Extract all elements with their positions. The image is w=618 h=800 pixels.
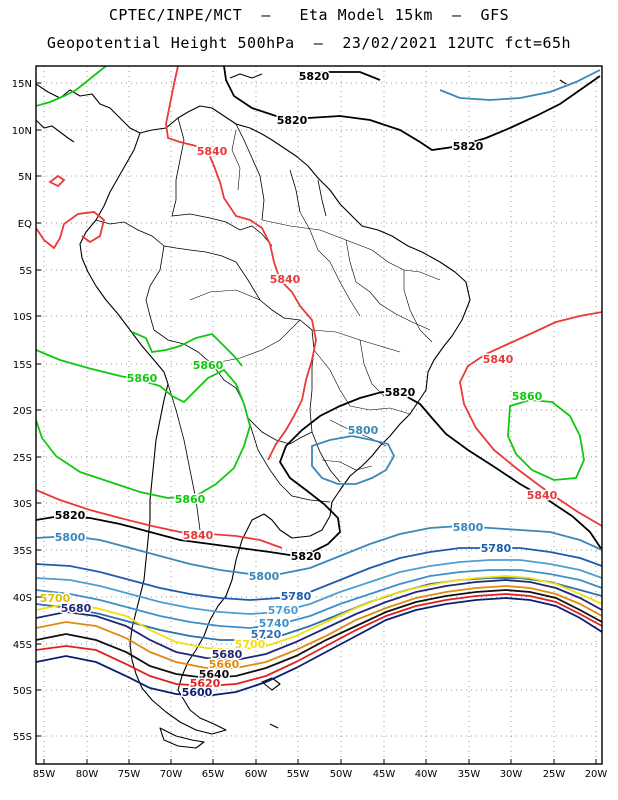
lat-tick-label: 10S (13, 312, 32, 323)
contour-label-5860: 5860 (127, 372, 158, 385)
lon-tick-label: 25W (543, 769, 566, 780)
lon-tick-label: 70W (160, 769, 183, 780)
contour-label-5700: 5700 (40, 592, 71, 605)
map-frame-background (36, 66, 602, 764)
lat-tick-label: 10N (12, 126, 32, 137)
lon-tick-label: 55W (287, 769, 310, 780)
contour-label-5820: 5820 (291, 550, 322, 563)
contour-label-5860: 5860 (193, 359, 224, 372)
lon-tick-label: 65W (202, 769, 225, 780)
contour-label-5840: 5840 (527, 489, 558, 502)
contour-label-5680: 5680 (61, 602, 92, 615)
contour-5860 (36, 66, 585, 499)
contour-label-5740: 5740 (259, 617, 290, 630)
lon-tick-label: 30W (500, 769, 523, 780)
lon-tick-label: 60W (245, 769, 268, 780)
contour-label-5840: 5840 (197, 145, 228, 158)
contour-5780 (36, 547, 602, 601)
contour-5820 (36, 66, 602, 557)
lon-tick-label: 35W (458, 769, 481, 780)
lat-tick-label: 5N (18, 172, 32, 183)
contour-label-5680: 5680 (212, 648, 243, 661)
contour-label-5720: 5720 (251, 628, 282, 641)
contour-label-5780: 5780 (281, 590, 312, 603)
contour-label-5860: 5860 (175, 493, 206, 506)
contour-5600 (36, 597, 602, 697)
contour-label-5660: 5660 (209, 658, 240, 671)
contour-label-5780: 5780 (481, 542, 512, 555)
contour-5700 (36, 575, 602, 651)
lat-tick-label: 5S (19, 266, 32, 277)
lat-tick-label: 30S (13, 499, 32, 510)
contour-label-5800: 5800 (453, 521, 484, 534)
contour-5740 (36, 569, 602, 629)
contour-label-5760: 5760 (268, 604, 299, 617)
contour-label-5620: 5620 (190, 677, 221, 690)
contour-label-5640: 5640 (199, 668, 230, 681)
lon-tick-label: 20W (585, 769, 608, 780)
lon-tick-label: 85W (33, 769, 56, 780)
contour-5660 (36, 585, 602, 669)
lon-tick-label: 80W (76, 769, 99, 780)
contour-label-5820: 5820 (453, 140, 484, 153)
lon-tick-label: 45W (373, 769, 396, 780)
contour-label-5800: 5800 (348, 424, 379, 437)
state-borders (189, 129, 441, 471)
contour-5800 (36, 69, 602, 575)
lat-tick-label: EQ (18, 219, 32, 230)
contour-label-5820: 5820 (277, 114, 308, 127)
contour-label-5820: 5820 (385, 386, 416, 399)
lat-tick-label: 40S (13, 593, 32, 604)
country-borders (95, 117, 341, 531)
map-frame-border (35, 65, 603, 765)
lat-tick-label: 15S (13, 360, 32, 371)
lat-tick-label: 50S (13, 686, 32, 697)
contour-5640 (36, 589, 602, 679)
lat-tick-label: 45S (13, 640, 32, 651)
lat-tick-label: 55S (13, 732, 32, 743)
contour-label-5800: 5800 (55, 531, 86, 544)
map-title-line-2: Geopotential Height 500hPa – 23/02/2021 … (46, 34, 572, 52)
contour-label-5840: 5840 (483, 353, 514, 366)
lat-tick-label: 20S (13, 406, 32, 417)
contour-label-5600: 5600 (182, 686, 213, 699)
contour-label-5800: 5800 (249, 570, 280, 583)
map-title-line-1: CPTEC/INPE/MCT – Eta Model 15km – GFS (108, 6, 510, 24)
contour-label-5860: 5860 (512, 390, 543, 403)
lat-tick-label: 35S (13, 546, 32, 557)
contour-label-5700: 5700 (235, 638, 266, 651)
contour-label-5840: 5840 (270, 273, 301, 286)
contour-5620 (36, 593, 602, 687)
lon-tick-label: 50W (330, 769, 353, 780)
contour-5760 (36, 559, 602, 615)
contour-label-5820: 5820 (299, 70, 330, 83)
contour-5720 (36, 577, 602, 641)
lon-tick-label: 75W (118, 769, 141, 780)
contour-label-5820: 5820 (55, 509, 86, 522)
lat-tick-label: 15N (12, 79, 32, 90)
contour-label-5840: 5840 (183, 529, 214, 542)
contour-5840 (36, 66, 602, 549)
contour-5680 (36, 579, 602, 661)
lon-tick-label: 40W (415, 769, 438, 780)
lat-tick-label: 25S (13, 453, 32, 464)
